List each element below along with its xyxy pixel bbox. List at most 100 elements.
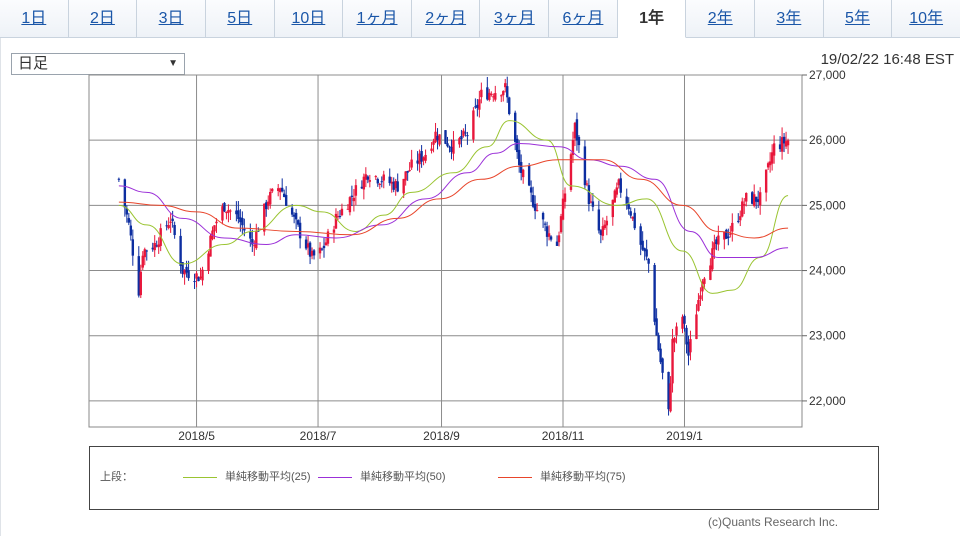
candle-body xyxy=(727,236,730,239)
candle-body xyxy=(430,148,433,151)
candle-body xyxy=(547,233,551,237)
candle-body xyxy=(753,194,756,206)
candle-body xyxy=(583,146,587,186)
candle-body xyxy=(474,106,477,108)
candle-body xyxy=(169,221,172,223)
candle-body xyxy=(382,174,385,181)
candle-body xyxy=(506,86,509,98)
tab-0[interactable]: 1日 xyxy=(0,0,69,37)
candle-body xyxy=(514,112,517,142)
candle-body xyxy=(263,203,266,232)
candle-body xyxy=(703,278,706,284)
candle-body xyxy=(764,169,768,193)
candle-body xyxy=(253,245,256,247)
candle-body xyxy=(334,213,338,229)
candle-body xyxy=(151,247,154,250)
candle-body xyxy=(265,202,268,210)
candle-body xyxy=(737,220,740,222)
candle-body xyxy=(709,265,712,280)
x-tick-label: 2018/7 xyxy=(300,429,337,443)
candle-body xyxy=(500,95,503,97)
candle-body xyxy=(768,161,772,166)
legend-swatch-ma50 xyxy=(318,476,352,478)
candle-body xyxy=(657,335,660,350)
candle-body xyxy=(462,130,465,136)
candle-body xyxy=(659,348,662,363)
candle-body xyxy=(723,232,726,240)
candle-body xyxy=(452,140,455,154)
candle-body xyxy=(410,159,413,168)
candle-body xyxy=(374,176,377,178)
tab-13[interactable]: 10年 xyxy=(892,0,960,37)
candle-body xyxy=(267,201,270,206)
candle-body xyxy=(571,140,575,155)
y-tick-label: 26,000 xyxy=(809,133,846,147)
candle-body xyxy=(350,195,354,197)
tab-10[interactable]: 2年 xyxy=(686,0,756,37)
tab-6[interactable]: 2ヶ月 xyxy=(411,0,481,37)
candle-body xyxy=(139,271,142,296)
legend-heading: 上段： xyxy=(100,471,133,483)
tab-8[interactable]: 6ヶ月 xyxy=(549,0,618,37)
candle-body xyxy=(141,255,144,268)
candle-body xyxy=(290,207,294,215)
candle-body xyxy=(729,233,732,235)
candle-body xyxy=(312,250,316,256)
candle-body xyxy=(535,210,539,212)
candle-body xyxy=(743,204,746,206)
candle-body xyxy=(348,197,352,213)
candle-body xyxy=(338,215,342,217)
candle-body xyxy=(476,104,479,108)
tab-11[interactable]: 3年 xyxy=(755,0,824,37)
candle-body xyxy=(472,110,475,140)
candle-body xyxy=(601,226,605,236)
candle-body xyxy=(519,162,523,173)
candle-body xyxy=(416,160,419,164)
tab-2[interactable]: 3日 xyxy=(137,0,206,37)
candle-body xyxy=(193,281,196,283)
candle-body xyxy=(294,212,298,220)
candle-body xyxy=(380,181,383,183)
tab-7[interactable]: 3ヶ月 xyxy=(480,0,550,37)
tab-3[interactable]: 5日 xyxy=(205,0,275,37)
candle-body xyxy=(364,174,368,180)
x-tick-label: 2018/11 xyxy=(542,429,585,443)
candle-body xyxy=(549,236,553,240)
chart-legend: 上段： 単純移動平均(25) 単純移動平均(50) 単純移動平均(75) xyxy=(89,446,879,510)
candle-body xyxy=(171,218,174,221)
candle-body xyxy=(647,258,650,264)
candle-body xyxy=(308,242,312,257)
candle-body xyxy=(587,185,591,205)
candle-body xyxy=(754,196,758,202)
tab-5[interactable]: 1ヶ月 xyxy=(343,0,412,37)
y-tick-label: 27,000 xyxy=(809,68,846,82)
candle-body xyxy=(683,315,686,324)
candle-body xyxy=(701,281,704,292)
candle-body xyxy=(643,248,646,252)
tab-1[interactable]: 2日 xyxy=(68,0,138,37)
chart-type-select[interactable]: 日足 ▼ xyxy=(11,53,185,75)
timestamp: 19/02/22 16:48 EST xyxy=(820,51,954,68)
candle-body xyxy=(627,204,630,210)
tab-4[interactable]: 10日 xyxy=(274,0,344,37)
candle-body xyxy=(221,206,224,221)
tab-12[interactable]: 5年 xyxy=(823,0,893,37)
candle-body xyxy=(778,144,782,150)
candle-body xyxy=(434,131,437,143)
ma75-line xyxy=(118,159,789,239)
tab-9[interactable]: 1年 xyxy=(617,0,687,38)
copyright-text: (c)Quants Research Inc. xyxy=(708,515,839,529)
candle-body xyxy=(131,239,135,256)
candle-body xyxy=(199,276,202,279)
candle-body xyxy=(143,249,146,258)
candle-body xyxy=(561,198,565,220)
candle-body xyxy=(179,235,182,266)
candle-body xyxy=(745,193,748,202)
candle-body xyxy=(545,226,549,237)
candle-body xyxy=(599,230,603,236)
candle-body xyxy=(352,197,356,202)
candle-body xyxy=(167,225,170,229)
candle-body xyxy=(404,171,407,181)
candle-body xyxy=(366,176,370,180)
candle-body xyxy=(296,220,300,225)
